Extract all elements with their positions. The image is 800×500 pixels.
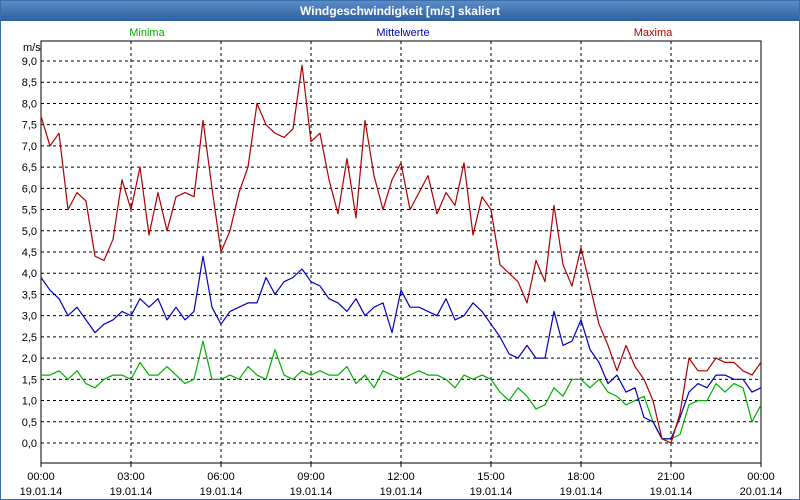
x-tick-date-label: 19.01.14 bbox=[470, 486, 513, 498]
y-tick-label: 6,5 bbox=[22, 162, 37, 174]
y-tick-label: 0,5 bbox=[22, 417, 37, 429]
x-tick-time-label: 00:00 bbox=[27, 471, 55, 483]
x-tick-date-label: 20.01.14 bbox=[740, 486, 783, 498]
axes bbox=[40, 40, 762, 467]
legend-mittelwerte: Mittelwerte bbox=[376, 27, 429, 39]
series-line-minima bbox=[41, 340, 762, 440]
data-series bbox=[40, 64, 762, 444]
x-tick-time-label: 06:00 bbox=[207, 471, 235, 483]
x-tick-time-label: 09:00 bbox=[297, 471, 325, 483]
y-tick-label: 3,5 bbox=[22, 289, 37, 301]
x-tick-date-label: 19.01.14 bbox=[560, 486, 603, 498]
y-tick-label: 2,0 bbox=[22, 353, 37, 365]
y-tick-label: 7,0 bbox=[22, 141, 37, 153]
x-tick-time-label: 00:00 bbox=[747, 471, 775, 483]
x-tick-time-label: 21:00 bbox=[657, 471, 685, 483]
y-tick-label: 5,0 bbox=[22, 226, 37, 238]
y-tick-label: 1,5 bbox=[22, 374, 37, 386]
window-title: Windgeschwindigkeit [m/s] skaliert bbox=[1, 1, 799, 21]
x-tick-date-label: 19.01.14 bbox=[20, 486, 63, 498]
x-tick-date-label: 19.01.14 bbox=[290, 486, 333, 498]
y-axis-unit-label: m/s bbox=[23, 42, 41, 54]
x-tick-date-label: 19.01.14 bbox=[650, 486, 693, 498]
x-tick-time-label: 03:00 bbox=[117, 471, 145, 483]
x-tick-date-label: 19.01.14 bbox=[110, 486, 153, 498]
x-tick-time-label: 15:00 bbox=[477, 471, 505, 483]
series-line-mittelwerte bbox=[40, 255, 762, 440]
y-tick-label: 8,5 bbox=[22, 77, 37, 89]
y-tick-label: 5,5 bbox=[22, 205, 37, 217]
plot-frame bbox=[40, 40, 762, 464]
x-tick-date-label: 19.01.14 bbox=[380, 486, 423, 498]
y-tick-label: 9,0 bbox=[22, 56, 37, 68]
y-tick-label: 7,5 bbox=[22, 120, 37, 132]
y-tick-label: 8,0 bbox=[22, 98, 37, 110]
y-tick-label: 0,0 bbox=[22, 438, 37, 450]
y-tick-label: 4,5 bbox=[22, 247, 37, 259]
x-tick-time-label: 12:00 bbox=[387, 471, 415, 483]
legend-maxima: Maxima bbox=[634, 27, 673, 39]
y-tick-label: 3,0 bbox=[22, 311, 37, 323]
x-tick-date-label: 19.01.14 bbox=[200, 486, 243, 498]
x-tick-time-label: 18:00 bbox=[567, 471, 595, 483]
y-tick-label: 6,0 bbox=[22, 183, 37, 195]
series-line-maxima bbox=[40, 64, 762, 444]
y-tick-label: 1,0 bbox=[22, 396, 37, 408]
tick-labels: 0,0 0,5 1,0 1,5 2,0 2,5 3,0 3,5 4,0 4,5 5,0 5,5 6,0 6… bbox=[20, 56, 783, 498]
y-tick-label: 4,0 bbox=[22, 268, 37, 280]
y-tick-label: 2,5 bbox=[22, 332, 37, 344]
legend-minima: Minima bbox=[129, 27, 165, 39]
